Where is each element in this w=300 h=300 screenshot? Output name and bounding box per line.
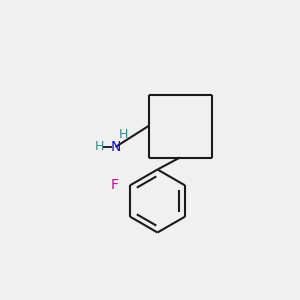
Text: H: H	[94, 140, 104, 154]
Text: F: F	[110, 178, 118, 192]
Text: N: N	[110, 140, 121, 154]
Text: H: H	[118, 128, 128, 141]
